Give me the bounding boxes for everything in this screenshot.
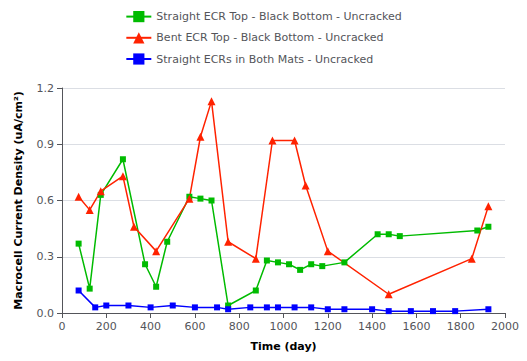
svg-text:2000: 2000 xyxy=(491,320,519,333)
svg-text:0: 0 xyxy=(59,320,66,333)
svg-text:0.9: 0.9 xyxy=(37,138,55,151)
svg-text:800: 800 xyxy=(229,320,250,333)
svg-text:1400: 1400 xyxy=(358,320,386,333)
svg-text:Bent ECR Top - Black Bottom -: Bent ECR Top - Black Bottom - Uncracked xyxy=(156,31,383,44)
svg-text:1600: 1600 xyxy=(402,320,430,333)
svg-text:1200: 1200 xyxy=(314,320,342,333)
svg-text:0.3: 0.3 xyxy=(37,250,55,263)
svg-text:Macrocell Current Density (uA/: Macrocell Current Density (uA/cm²) xyxy=(12,91,25,310)
svg-text:0.6: 0.6 xyxy=(37,194,55,207)
svg-text:0.0: 0.0 xyxy=(37,307,55,320)
svg-text:Straight ECRs in Both Mats - U: Straight ECRs in Both Mats - Uncracked xyxy=(156,53,373,66)
svg-text:Time (day): Time (day) xyxy=(250,340,316,353)
svg-text:200: 200 xyxy=(96,320,117,333)
svg-text:1.2: 1.2 xyxy=(37,82,55,95)
svg-text:1800: 1800 xyxy=(447,320,475,333)
svg-text:1000: 1000 xyxy=(270,320,298,333)
svg-text:400: 400 xyxy=(140,320,161,333)
svg-text:600: 600 xyxy=(184,320,205,333)
svg-text:Straight ECR Top - Black Botto: Straight ECR Top - Black Bottom - Uncrac… xyxy=(156,10,401,23)
